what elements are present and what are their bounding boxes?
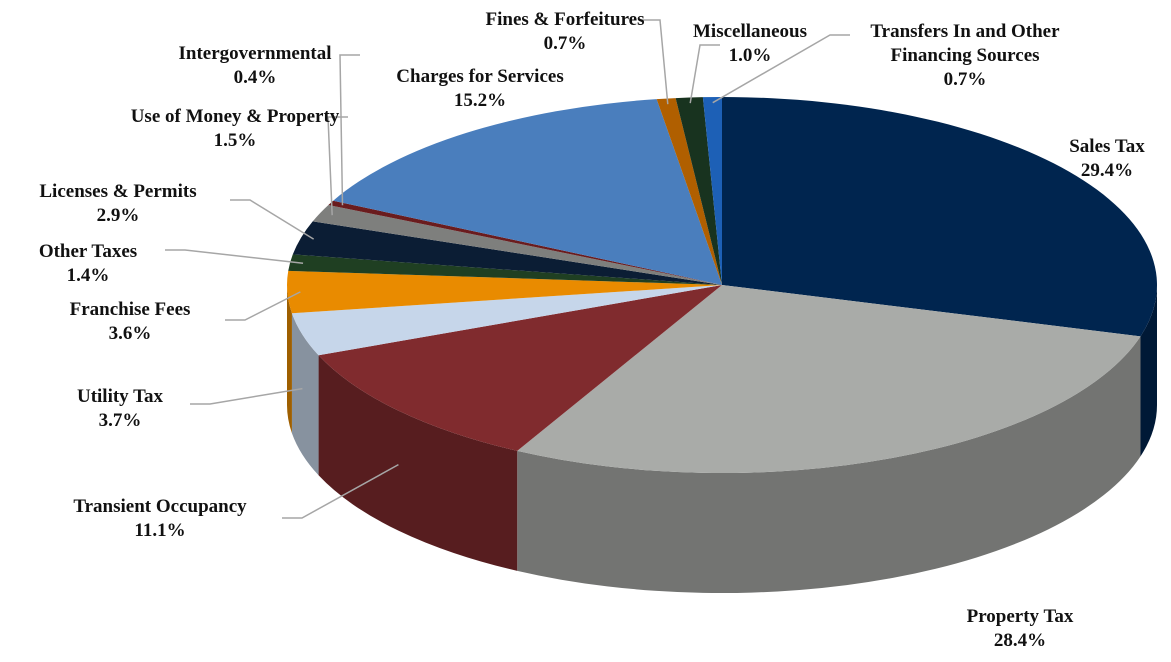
slice [288,254,722,285]
category-label: Intergovernmental [178,43,332,64]
category-label: Sales Tax [1069,136,1145,157]
leader-line [689,44,720,104]
slice [287,270,722,314]
slice-label: Licenses & Permits 2.9% [39,180,196,228]
slice-label: Charges for Services 15.2% [396,65,563,113]
slice-label: Transfers In and Other Financing Sources… [840,20,1090,92]
category-label: Transfers In and Other Financing Sources [870,21,1060,66]
slice [722,97,1157,337]
value-label: 1.0% [728,45,772,66]
value-label: 15.2% [453,90,507,111]
category-label: Licenses & Permits [39,181,197,202]
leader-line [339,54,360,206]
slice-side [517,336,1141,593]
slice-label: Use of Money & Property 1.5% [131,105,340,153]
value-label: 1.5% [213,130,257,151]
leader-line [165,249,304,265]
category-label: Property Tax [966,606,1074,627]
slice [702,97,722,285]
slice [675,97,722,285]
slice-label: Other Taxes 1.4% [39,240,137,288]
slice [328,200,722,285]
slice-side [318,355,518,571]
value-label: 0.7% [943,69,987,90]
leader-line [712,34,850,104]
slice-label: Transient Occupancy 11.1% [73,495,246,543]
slice-label: Franchise Fees 3.6% [70,298,191,346]
leader-line [225,291,301,321]
value-label: 0.7% [543,33,587,54]
value-label: 1.4% [66,265,110,286]
slice-side [287,285,292,434]
slice [292,221,722,285]
slice [312,204,722,285]
slice-side [291,313,319,476]
category-label: Utility Tax [76,386,164,407]
category-label: Charges for Services [396,66,564,87]
value-label: 3.6% [108,323,152,344]
leader-line [640,19,669,105]
category-label: Other Taxes [38,241,138,262]
slice-label: Fines & Forfeitures 0.7% [486,8,645,56]
slice [333,99,722,285]
slice-label: Sales Tax 29.4% [1069,135,1145,183]
slice-label: Utility Tax 3.7% [77,385,163,433]
value-label: 0.4% [233,67,277,88]
value-label: 3.7% [98,410,142,431]
leader-line [230,199,315,240]
value-label: 2.9% [96,205,140,226]
slice [318,285,722,451]
category-label: Fines & Forfeitures [485,9,645,30]
leader-line [190,387,303,405]
leader-line [282,463,399,519]
value-label: 11.1% [134,520,186,541]
slice [517,285,1141,474]
slice [291,285,722,356]
category-label: Franchise Fees [69,299,191,320]
slice-label: Miscellaneous 1.0% [693,20,807,68]
value-label: 28.4% [993,630,1047,651]
value-label: 29.4% [1080,160,1134,181]
category-label: Use of Money & Property [130,106,340,127]
category-label: Transient Occupancy [73,496,247,517]
slice-side [1140,285,1157,457]
slice-label: Property Tax 28.4% [967,605,1074,653]
slice-label: Intergovernmental 0.4% [178,42,331,90]
category-label: Miscellaneous [693,21,807,42]
slice [656,98,722,286]
